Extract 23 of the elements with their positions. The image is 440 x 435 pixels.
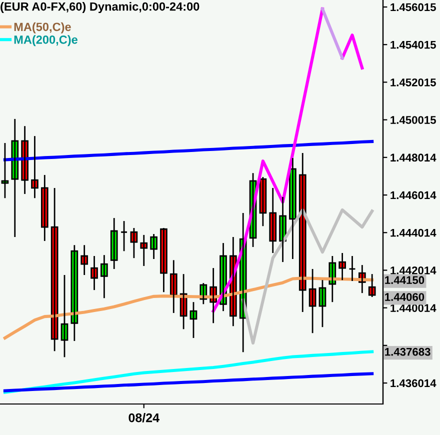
y2-tick-label: 1.437683	[385, 348, 430, 356]
line-series	[242, 208, 374, 345]
legend-label: MA(50,C)e	[14, 22, 71, 34]
x-tick-label: 08/24	[128, 413, 160, 422]
y-tick-label: 1.450015	[390, 116, 436, 124]
candlestick	[120, 220, 128, 252]
line-series	[3, 140, 374, 162]
chart-title: (EUR A0-FX,60) Dynamic,0:00-24:00	[0, 2, 200, 14]
line-series	[3, 372, 374, 392]
y-tick-label: 1.436014	[390, 379, 436, 388]
y-tick-label: 1.456015	[390, 3, 436, 12]
legend-label: MA(200,C)e	[14, 35, 78, 46]
y-tick-label: 1.444014	[390, 228, 436, 237]
candlestick	[348, 255, 356, 282]
y-tick-label: 1.440014	[390, 304, 436, 312]
line-series	[3, 350, 374, 394]
y2-tick-label: 1.44150	[385, 276, 424, 284]
y-tick-label: 1.442014	[390, 266, 436, 274]
y-tick-label: 1.452015	[390, 78, 436, 86]
y-tick-label: 1.446014	[390, 191, 436, 200]
y-tick-label: 1.448014	[390, 154, 436, 162]
y-tick-label: 1.454015	[390, 40, 436, 49]
y2-tick-label: 1.44060	[385, 293, 424, 301]
